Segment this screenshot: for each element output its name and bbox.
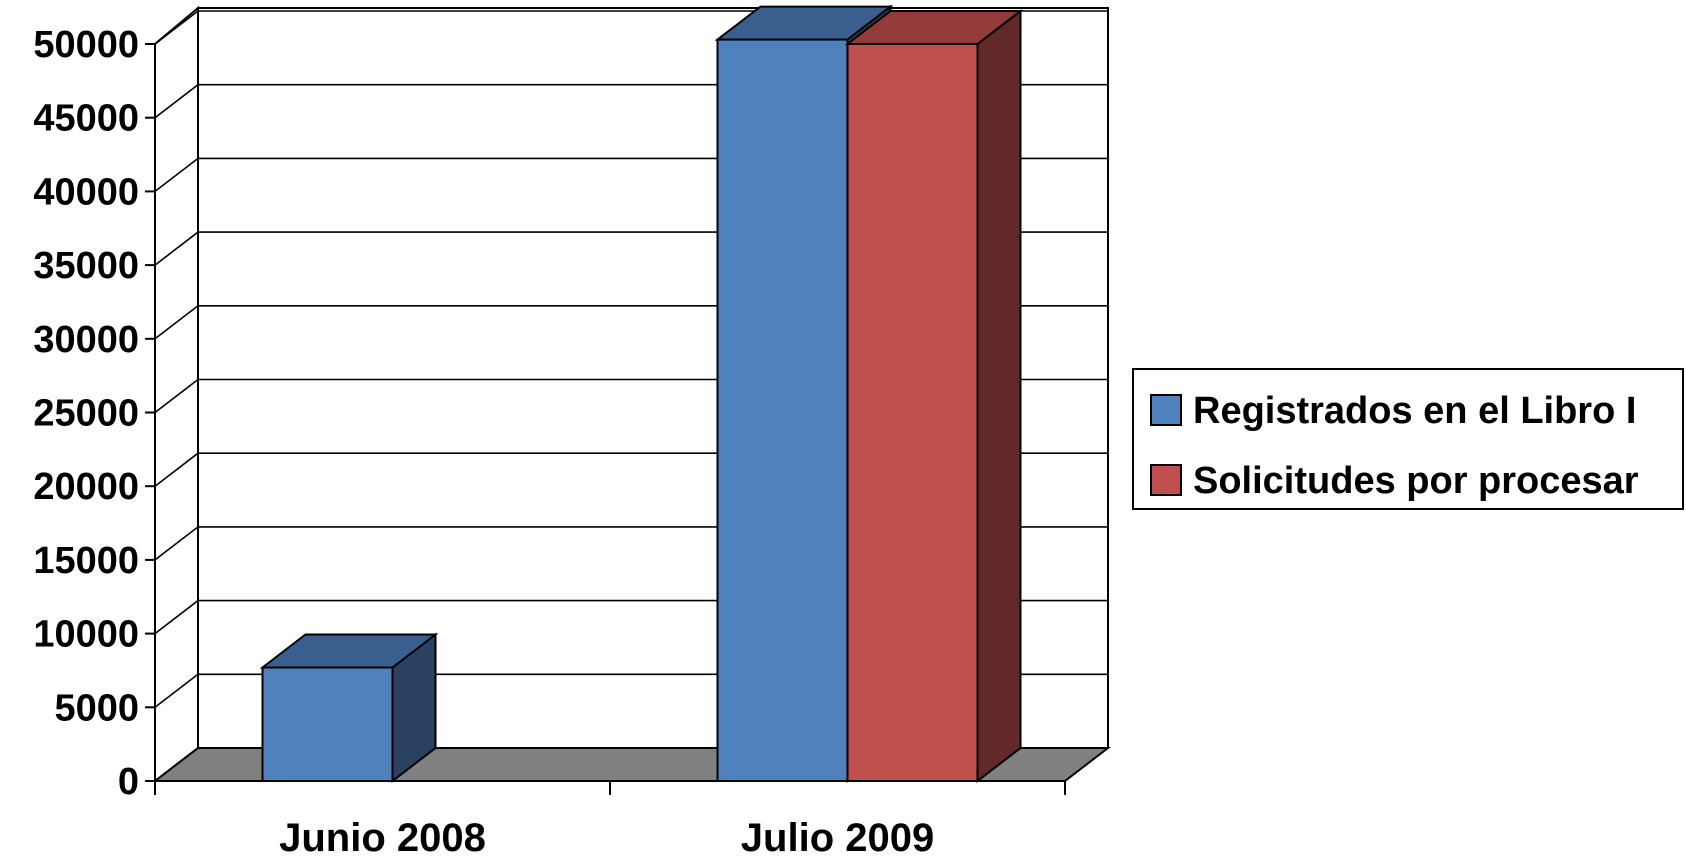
y-tick-label: 5000 [54, 687, 139, 729]
legend-label: Registrados en el Libro I [1193, 390, 1636, 432]
x-axis [154, 780, 1066, 795]
legend-swatch [1150, 394, 1182, 426]
x-tick-label: Julio 2009 [741, 816, 934, 857]
y-tick-label: 40000 [33, 171, 139, 213]
y-tick-label: 0 [118, 761, 139, 803]
y-tick-label: 25000 [33, 393, 139, 435]
legend-swatch [1150, 464, 1182, 496]
legend-label: Solicitudes por procesar [1193, 460, 1639, 502]
side-wall [154, 5, 199, 784]
y-axis [145, 43, 156, 782]
legend: Registrados en el Libro I Solicitudes por… [1132, 368, 1684, 510]
x-tick-label: Junio 2008 [279, 816, 486, 857]
x-tick-labels: Junio 2008 Julio 2009 [279, 816, 934, 857]
bar-front [716, 38, 849, 782]
y-tick-labels: 0 5000 10000 15000 20000 25000 30000 35000 40000… [33, 24, 139, 803]
bar-side [976, 8, 1022, 784]
y-tick-label: 20000 [33, 466, 139, 508]
bar [259, 632, 439, 784]
y-tick-label: 35000 [33, 245, 139, 287]
y-tick-label: 30000 [33, 319, 139, 361]
legend-box [1132, 368, 1684, 510]
y-tick-label: 10000 [33, 614, 139, 656]
bars [259, 4, 1024, 784]
y-tick-label: 15000 [33, 540, 139, 582]
y-tick-label: 45000 [33, 98, 139, 140]
bar [844, 8, 1024, 784]
y-tick-label: 50000 [33, 24, 139, 66]
bar-front [261, 666, 394, 783]
bar-front [846, 43, 979, 782]
